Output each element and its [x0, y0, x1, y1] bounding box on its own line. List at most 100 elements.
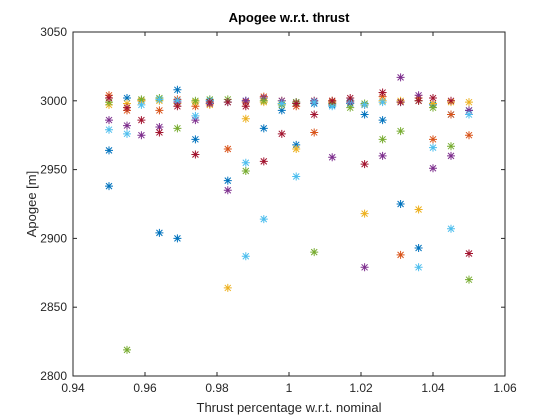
data-point-series-2	[223, 144, 232, 153]
data-point-series-5	[447, 142, 455, 151]
x-tick-labels: 0.94 0.96 0.98 1 1.02 1.04 1.06	[61, 381, 517, 395]
data-point-series-6	[123, 129, 131, 138]
data-point-series-1	[360, 110, 369, 119]
data-point-series-7	[277, 129, 286, 138]
data-point-series-7	[105, 94, 113, 103]
data-point-series-4	[241, 96, 250, 105]
data-point-series-1	[223, 176, 232, 185]
data-point-series-3	[223, 283, 232, 292]
x-tick-label: 1.02	[349, 381, 373, 395]
data-point-series-4	[155, 122, 164, 131]
data-point-series-5	[241, 166, 250, 175]
data-point-series-1	[105, 182, 113, 191]
data-point-series-6	[447, 224, 455, 233]
data-point-series-6	[328, 102, 337, 111]
data-point-series-1	[173, 234, 182, 243]
data-point-series-5	[429, 103, 437, 112]
data-point-series-5	[259, 96, 268, 105]
data-point-series-7	[310, 110, 319, 119]
data-point-series-7	[241, 102, 250, 111]
data-point-series-4	[429, 164, 437, 173]
data-point-series-2	[465, 131, 473, 140]
x-tick-label: 0.96	[133, 381, 157, 395]
data-point-series-5	[396, 127, 405, 136]
data-point-series-7	[447, 96, 455, 105]
data-point-series-1	[123, 94, 131, 103]
data-point-series-5	[310, 248, 319, 257]
data-point-series-1	[396, 200, 405, 208]
data-point-series-3	[429, 99, 437, 108]
data-point-series-5	[378, 135, 387, 144]
data-point-series-6	[465, 110, 473, 119]
axis-ticks	[72, 31, 506, 377]
data-point-series-3	[241, 114, 250, 123]
data-point-series-6	[105, 125, 113, 134]
x-tick-label: 1.06	[493, 381, 517, 395]
data-point-series-7	[396, 98, 405, 107]
data-point-series-7	[378, 88, 387, 97]
data-point-series-6	[360, 100, 369, 109]
data-point-series-4	[191, 116, 200, 125]
y-tick-label: 2900	[40, 231, 67, 245]
data-point-series-7	[155, 128, 164, 137]
data-point-series-1	[259, 124, 268, 133]
data-point-series-2	[378, 92, 387, 101]
y-axis-label: Apogee [m]	[24, 171, 39, 238]
data-point-series-4	[447, 151, 455, 160]
data-point-series-1	[105, 146, 113, 155]
plot-area	[73, 32, 505, 376]
data-point-series-6	[137, 100, 146, 109]
y-tick-label: 2950	[40, 163, 67, 177]
data-point-series-2	[191, 102, 200, 111]
data-point-series-6	[191, 111, 200, 120]
data-point-series-7	[292, 99, 301, 108]
data-point-series-1	[155, 228, 164, 237]
data-point-series-5	[123, 345, 131, 354]
data-point-series-6	[277, 99, 286, 108]
data-point-series-2	[429, 135, 437, 144]
chart-title: Apogee w.r.t. thrust	[229, 10, 351, 25]
data-point-series-6	[241, 252, 250, 261]
data-point-series-1	[191, 135, 200, 144]
data-point-series-7	[465, 249, 473, 258]
data-point-series-6	[310, 98, 319, 107]
data-point-series-4	[396, 73, 405, 82]
data-markers	[105, 73, 473, 354]
data-point-series-7	[173, 102, 182, 111]
data-point-series-6	[173, 96, 182, 105]
y-tick-label: 2850	[40, 300, 67, 314]
data-point-series-6	[292, 172, 301, 181]
data-point-series-6	[414, 263, 423, 272]
data-point-series-5	[191, 96, 200, 105]
data-point-series-3	[414, 205, 423, 214]
y-tick-label: 3000	[40, 94, 67, 108]
data-point-series-2	[155, 106, 164, 115]
data-point-series-5	[105, 98, 113, 107]
data-point-series-6	[155, 95, 164, 104]
data-point-series-6	[259, 215, 268, 224]
data-point-series-3	[292, 144, 301, 153]
data-point-series-1	[173, 85, 182, 94]
data-point-series-4	[328, 153, 337, 162]
x-axis-label: Thrust percentage w.r.t. nominal	[197, 400, 382, 415]
data-point-series-3	[360, 209, 369, 218]
data-point-series-1	[378, 116, 387, 125]
data-point-series-7	[123, 103, 131, 112]
y-tick-label: 2800	[40, 369, 67, 383]
data-point-series-6	[378, 98, 387, 107]
data-point-series-1	[414, 244, 423, 253]
data-point-series-7	[259, 157, 268, 166]
data-point-series-7	[360, 160, 369, 169]
data-point-series-4	[465, 106, 473, 115]
data-point-series-7	[137, 116, 146, 125]
data-point-series-4	[123, 121, 131, 130]
x-tick-label: 0.94	[61, 381, 85, 395]
y-tick-label: 3050	[40, 25, 67, 39]
data-point-series-1	[292, 140, 301, 149]
y-tick-labels: 2800 2850 2900 2950 3000 3050	[40, 25, 67, 383]
data-point-series-4	[105, 116, 113, 125]
x-tick-label: 0.98	[205, 381, 229, 395]
data-point-series-2	[447, 110, 455, 119]
data-point-series-3	[465, 98, 473, 107]
